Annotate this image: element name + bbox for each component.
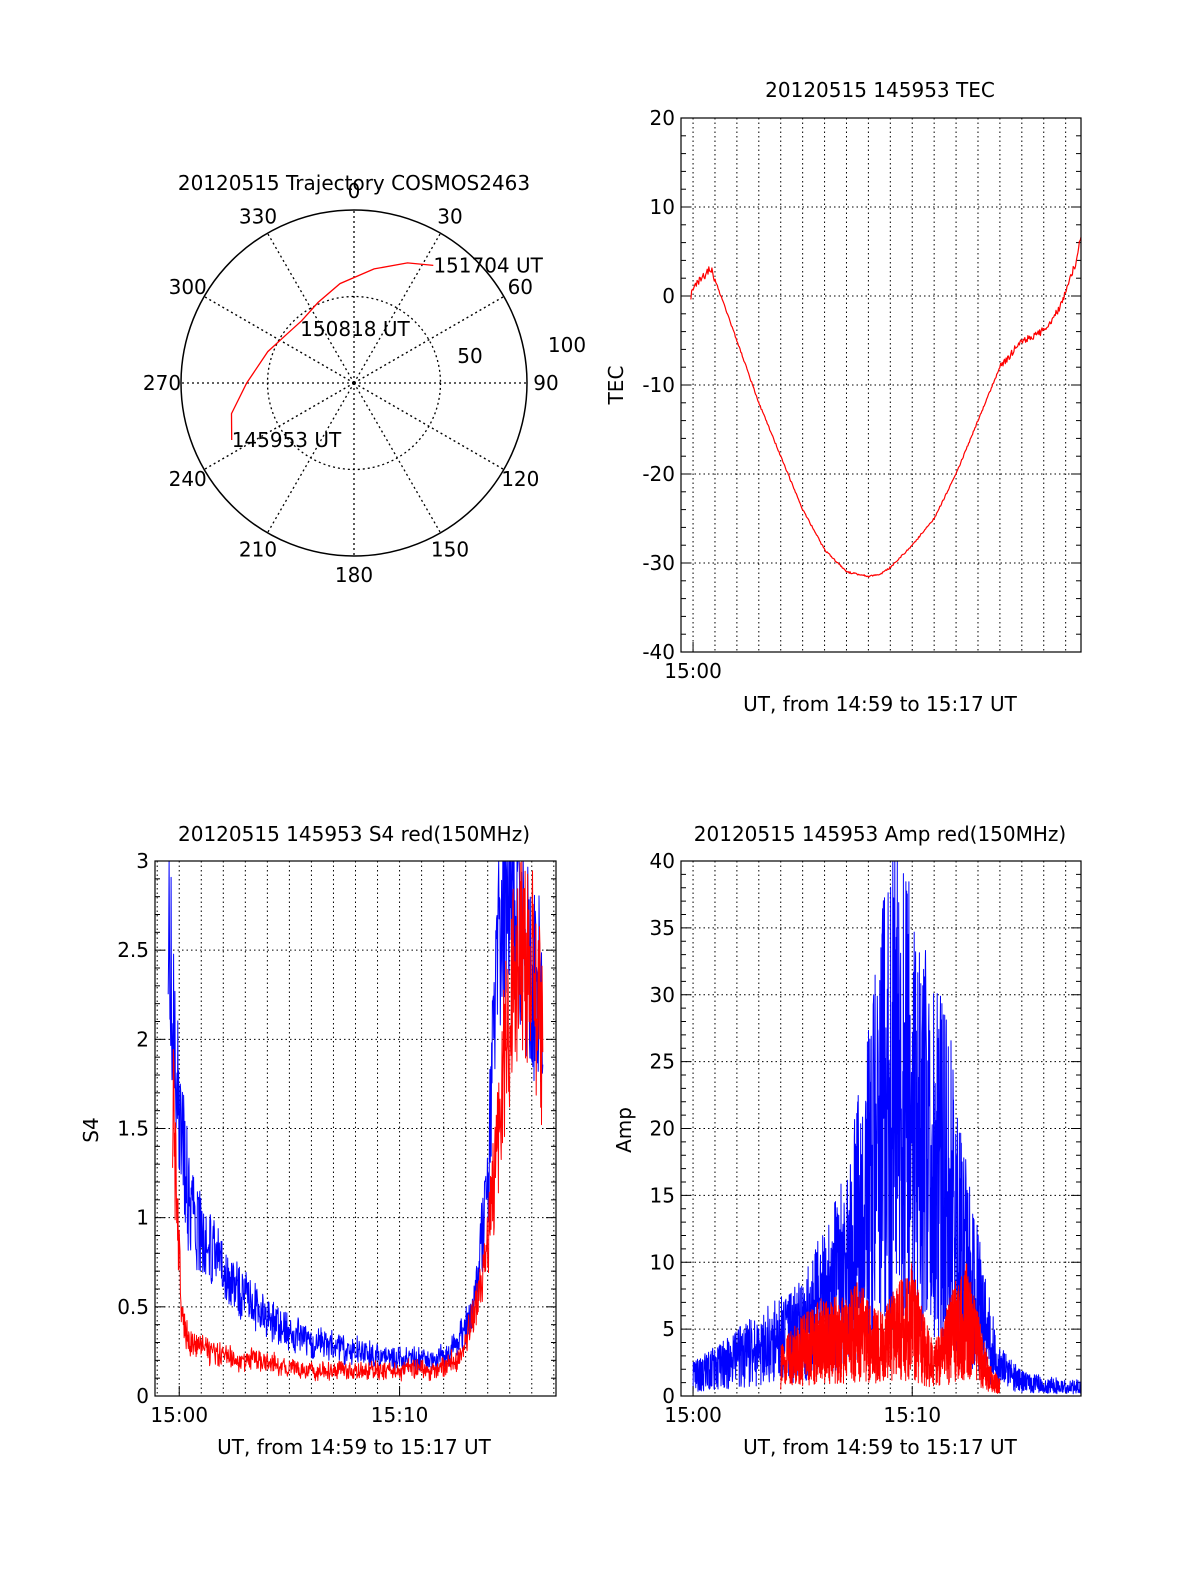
y-tick-label: 5 [662, 1317, 675, 1341]
s4-ylabel: S4 [79, 1117, 103, 1142]
azimuth-label: 300 [169, 275, 207, 299]
y-tick-label: -20 [642, 462, 675, 486]
y-tick-label: -10 [642, 373, 675, 397]
azimuth-label: 270 [143, 371, 181, 395]
series-line [172, 860, 544, 1382]
azimuth-label: 30 [437, 205, 462, 229]
y-tick-label: 15 [650, 1183, 675, 1207]
s4-title: 20120515 145953 S4 red(150MHz) [178, 822, 530, 846]
y-tick-label: -30 [642, 551, 675, 575]
trajectory-panel: 20120515 Trajectory COSMOS2463 0 30 60 90 12… [143, 171, 586, 587]
y-tick-label: 20 [650, 1117, 675, 1141]
x-tick-label: 15:10 [371, 1403, 429, 1427]
azimuth-label: 330 [239, 205, 277, 229]
plot-frame [680, 117, 1082, 653]
y-tick-label: -40 [642, 640, 675, 664]
y-tick-label: 2.5 [117, 938, 149, 962]
radial-label: 100 [548, 333, 586, 357]
trajectory-title: 20120515 Trajectory COSMOS2463 [178, 171, 530, 195]
amp-plot: 0 5 10 15 20 25 30 35 40 15:00 15:10 [650, 849, 1082, 1427]
azimuth-label: 120 [501, 467, 539, 491]
polar-ring-50 [266, 295, 442, 471]
y-tick-label: 30 [650, 983, 675, 1007]
y-tick-label: 0 [136, 1384, 149, 1408]
y-tick-label: 1.5 [117, 1117, 149, 1141]
azimuth-label: 0 [348, 179, 361, 203]
y-tick-label: 0 [662, 284, 675, 308]
tec-title: 20120515 145953 TEC [765, 78, 995, 102]
azimuth-label: 240 [169, 467, 207, 491]
tec-xlabel: UT, from 14:59 to 15:17 UT [743, 692, 1018, 716]
azimuth-label: 210 [239, 537, 277, 561]
y-tick-label: 10 [650, 195, 675, 219]
polar-outer-ring [180, 209, 528, 557]
azimuth-label: 150 [431, 537, 469, 561]
azimuth-label: 90 [533, 371, 558, 395]
radial-label: 50 [457, 344, 482, 368]
x-tick-label: 15:00 [664, 1403, 722, 1427]
azimuth-label: 180 [335, 563, 373, 587]
y-tick-label: 20 [650, 106, 675, 130]
y-tick-label: 10 [650, 1250, 675, 1274]
tec-ylabel: TEC [604, 366, 628, 406]
x-tick-label: 15:10 [883, 1403, 941, 1427]
amp-title: 20120515 145953 Amp red(150MHz) [694, 822, 1066, 846]
x-tick-label: 15:00 [150, 1403, 208, 1427]
plot-frame [680, 860, 1082, 1397]
y-tick-label: 40 [650, 849, 675, 873]
s4-xlabel: UT, from 14:59 to 15:17 UT [217, 1435, 492, 1459]
track-time-label: 145953 UT [232, 428, 342, 452]
y-tick-label: 1 [136, 1206, 149, 1230]
plot-frame [154, 860, 557, 1397]
y-tick-label: 2 [136, 1027, 149, 1051]
y-tick-label: 35 [650, 916, 675, 940]
amp-xlabel: UT, from 14:59 to 15:17 UT [743, 1435, 1018, 1459]
series-line [780, 1263, 1001, 1394]
series-line [167, 860, 544, 1375]
amp-ylabel: Amp [612, 1107, 636, 1153]
tec-panel: 20120515 145953 TEC -40 -30 -20 -10 0 10 20 15:… [604, 78, 1082, 716]
x-tick-label: 15:00 [664, 659, 722, 683]
track-time-label: 150818 UT [300, 317, 410, 341]
y-tick-label: 25 [650, 1050, 675, 1074]
track-time-label: 151704 UT [433, 253, 543, 277]
amp-panel: 20120515 145953 Amp red(150MHz) 0 5 10 15 20… [612, 822, 1082, 1459]
azimuth-label: 60 [508, 275, 533, 299]
tec-plot: -40 -30 -20 -10 0 10 20 15:00 [642, 106, 1082, 683]
trajectory-track [230, 262, 434, 441]
polar-plot: 0 30 60 90 120 150 180 210 240 270 300 330 50 100 1459… [143, 179, 586, 587]
y-tick-label: 0.5 [117, 1295, 149, 1319]
y-tick-label: 0 [662, 1384, 675, 1408]
polar-spoke [353, 295, 505, 384]
y-tick-label: 3 [136, 849, 149, 873]
s4-plot: 0 0.5 1 1.5 2 2.5 3 15:00 15:10 [117, 849, 557, 1427]
polar-spoke [353, 232, 442, 384]
s4-panel: 20120515 145953 S4 red(150MHz) 0 0.5 1 1.5 2… [79, 822, 557, 1459]
series-line [690, 236, 1082, 578]
series-line [692, 860, 1082, 1395]
